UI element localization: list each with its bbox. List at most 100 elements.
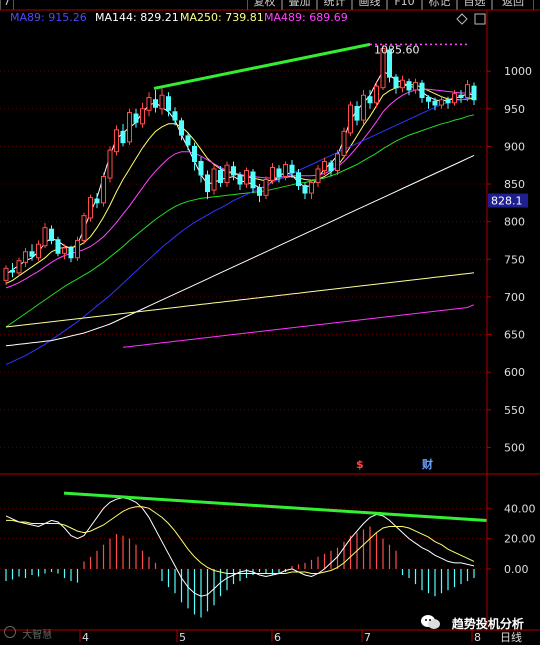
candle-body <box>204 174 211 193</box>
candle <box>347 101 354 136</box>
candle <box>120 123 126 147</box>
candle <box>165 92 172 117</box>
ma-line-ma144 <box>5 154 475 347</box>
candle <box>139 102 146 128</box>
y-tick-label: 950 <box>504 103 525 116</box>
candle <box>341 127 347 159</box>
x-tick-label: 7 <box>364 631 371 644</box>
candle <box>302 182 308 200</box>
candle-body <box>198 160 204 176</box>
candle <box>373 82 380 108</box>
candle-body <box>263 179 269 196</box>
candle <box>133 108 139 128</box>
top-toolbar: 7 复权 叠加 统计 画线 F10 标记 自选 返回 <box>0 0 540 10</box>
logo-watermark: 大智慧 <box>4 626 52 641</box>
candle-body <box>282 163 289 178</box>
candle <box>419 80 425 103</box>
candle <box>458 89 464 103</box>
toolbar-tongji-button[interactable]: 统计 <box>317 0 352 10</box>
ma-line-green_ma <box>5 114 475 328</box>
diamond-icon[interactable] <box>456 13 468 25</box>
candle-body <box>328 162 334 171</box>
candle <box>380 44 386 90</box>
y-tick-label: 800 <box>504 216 525 229</box>
candle <box>81 212 87 245</box>
toolbar-fuquan-button[interactable]: 复权 <box>247 0 282 10</box>
candle <box>16 257 22 276</box>
candle <box>237 171 243 191</box>
candle <box>9 263 16 278</box>
candle <box>204 170 211 200</box>
candle-body <box>347 104 354 134</box>
candle-body <box>29 251 35 257</box>
candle <box>198 156 204 183</box>
candle <box>289 159 295 179</box>
candle <box>250 168 256 194</box>
y-tick-label: 750 <box>504 253 525 266</box>
candle-body <box>471 85 477 101</box>
candle-body <box>42 227 48 247</box>
candle <box>55 236 61 257</box>
candle-body <box>172 111 178 121</box>
candle <box>230 161 237 181</box>
toolbar-zixuan-button[interactable]: 自选 <box>457 0 492 10</box>
candle <box>217 165 224 188</box>
candle-body <box>373 85 380 104</box>
candle-body <box>74 239 81 259</box>
candle <box>224 161 230 188</box>
ma-line-ma250 <box>5 272 475 328</box>
candle-body <box>367 96 373 104</box>
candle <box>412 78 419 94</box>
candle-body <box>178 120 185 136</box>
candle-body <box>159 94 165 110</box>
candle-body <box>48 228 55 241</box>
candle <box>185 132 191 151</box>
candle <box>406 78 412 96</box>
legend-ma144: MA144: 829.21 <box>95 11 179 24</box>
candle <box>152 89 159 113</box>
ma-line-ma489 <box>122 304 475 348</box>
candle <box>178 117 185 141</box>
candle <box>471 82 477 106</box>
candle-body <box>380 48 386 89</box>
toolbar-f10-button[interactable]: F10 <box>387 0 422 10</box>
candle-body <box>120 130 126 144</box>
candle-body <box>243 169 250 185</box>
candle-body <box>16 260 22 274</box>
candle-body <box>217 169 224 184</box>
toolbar-diejia-button[interactable]: 叠加 <box>282 0 317 10</box>
y-tick-label: 850 <box>504 178 525 191</box>
candle <box>3 265 9 285</box>
macd-y-tick-label: 0.00 <box>504 563 529 576</box>
candle <box>282 161 289 181</box>
toolbar-huaxian-button[interactable]: 画线 <box>352 0 387 10</box>
candle-body <box>87 197 94 219</box>
logo-icon <box>4 626 16 638</box>
candle <box>451 89 458 106</box>
y-tick-label: 1000 <box>504 65 532 78</box>
candle-body <box>308 182 315 194</box>
candle-body <box>341 130 347 156</box>
candle-body <box>360 94 367 121</box>
candle-body <box>464 84 471 98</box>
candle-body <box>224 164 230 184</box>
event-marker[interactable]: $ <box>356 458 364 471</box>
candle <box>35 240 42 261</box>
candle-body <box>3 267 9 281</box>
ma-legend: MA89: 915.26 MA144: 829.21 MA250: 739.81… <box>0 10 480 24</box>
event-marker[interactable]: 财 <box>421 457 433 471</box>
square-icon[interactable] <box>474 13 486 25</box>
wechat-icon <box>421 615 440 629</box>
candle <box>29 244 35 261</box>
toolbar-biaoji-button[interactable]: 标记 <box>422 0 457 10</box>
candle <box>146 92 152 117</box>
candle <box>308 179 315 200</box>
candle <box>256 184 263 203</box>
candle-body <box>445 99 451 104</box>
candle <box>126 108 133 145</box>
candle-body <box>295 172 302 187</box>
candle-body <box>269 166 276 181</box>
toolbar-fanhui-button[interactable]: 返回 <box>492 0 534 10</box>
candle-body <box>399 79 406 89</box>
candle-body <box>165 96 172 111</box>
